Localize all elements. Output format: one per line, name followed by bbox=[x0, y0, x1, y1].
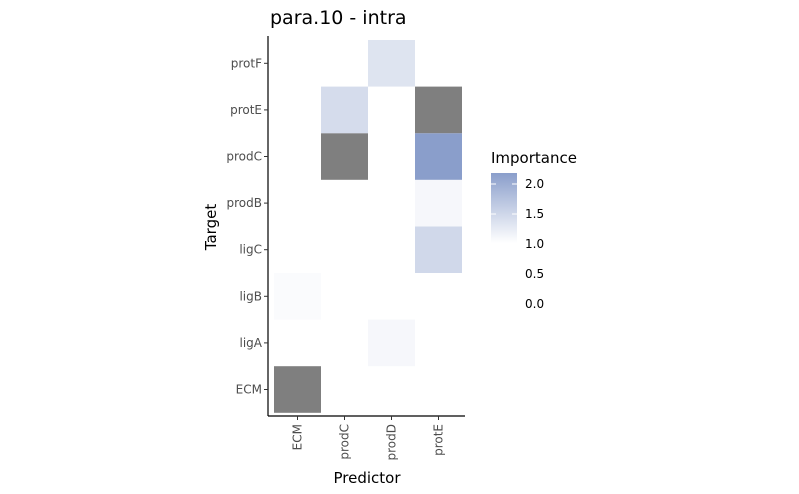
y-tick-label: prodC bbox=[226, 150, 262, 164]
y-tick-label: ligA bbox=[240, 336, 263, 350]
heatmap-cell-protE-prodB bbox=[415, 179, 462, 227]
y-axis-ticks: ECM ligA ligB ligC prodB prodC protE protF bbox=[226, 56, 268, 397]
x-tick-label: protE bbox=[432, 424, 446, 456]
x-tick-label: ECM bbox=[291, 424, 305, 450]
x-tick-label: prodD bbox=[385, 424, 399, 461]
y-tick-label: ECM bbox=[236, 383, 262, 397]
y-tick-label: ligB bbox=[239, 289, 262, 303]
x-axis-title: Predictor bbox=[333, 469, 401, 487]
y-tick-label: prodB bbox=[227, 196, 262, 210]
y-tick-label: protE bbox=[230, 103, 262, 117]
heatmap-cell-prodC-protE bbox=[321, 86, 368, 134]
legend-color-bar bbox=[491, 173, 517, 243]
y-tick-label: protF bbox=[231, 56, 262, 70]
heatmap-cell-prodC-prodC bbox=[321, 133, 368, 180]
heatmap-cell-prodC-ECM bbox=[321, 366, 368, 413]
legend-ticks: 2.0 1.5 1.0 0.5 0.0 bbox=[491, 177, 544, 311]
heatmap-cells bbox=[274, 40, 462, 413]
heatmap-cell-prodD-protF bbox=[368, 40, 415, 87]
legend-tick-label: 0.0 bbox=[525, 297, 544, 311]
legend: Importance 2.0 1.5 1.0 0.5 0.0 bbox=[491, 149, 577, 311]
heatmap-cell-prodD-ligA bbox=[368, 319, 415, 367]
x-axis-ticks: ECM prodC prodD protE bbox=[291, 416, 446, 461]
heatmap-cell-ECM-ligB bbox=[274, 273, 321, 320]
x-tick-label: prodC bbox=[338, 424, 352, 460]
heatmap-cell-protE-prodC bbox=[415, 133, 462, 180]
legend-tick-label: 1.5 bbox=[525, 207, 544, 221]
legend-title: Importance bbox=[491, 149, 577, 167]
y-tick-label: ligC bbox=[239, 243, 262, 257]
heatmap-cell-protE-ligC bbox=[415, 226, 462, 273]
legend-tick-label: 2.0 bbox=[525, 177, 544, 191]
legend-tick-label: 0.5 bbox=[525, 267, 544, 281]
legend-tick-label: 1.0 bbox=[525, 237, 544, 251]
y-axis-title: Target bbox=[202, 204, 220, 252]
heatmap-cell-ECM-ECM bbox=[274, 366, 321, 413]
heatmap-cell-protE-protE bbox=[415, 86, 462, 134]
chart-title: para.10 - intra bbox=[270, 7, 407, 29]
